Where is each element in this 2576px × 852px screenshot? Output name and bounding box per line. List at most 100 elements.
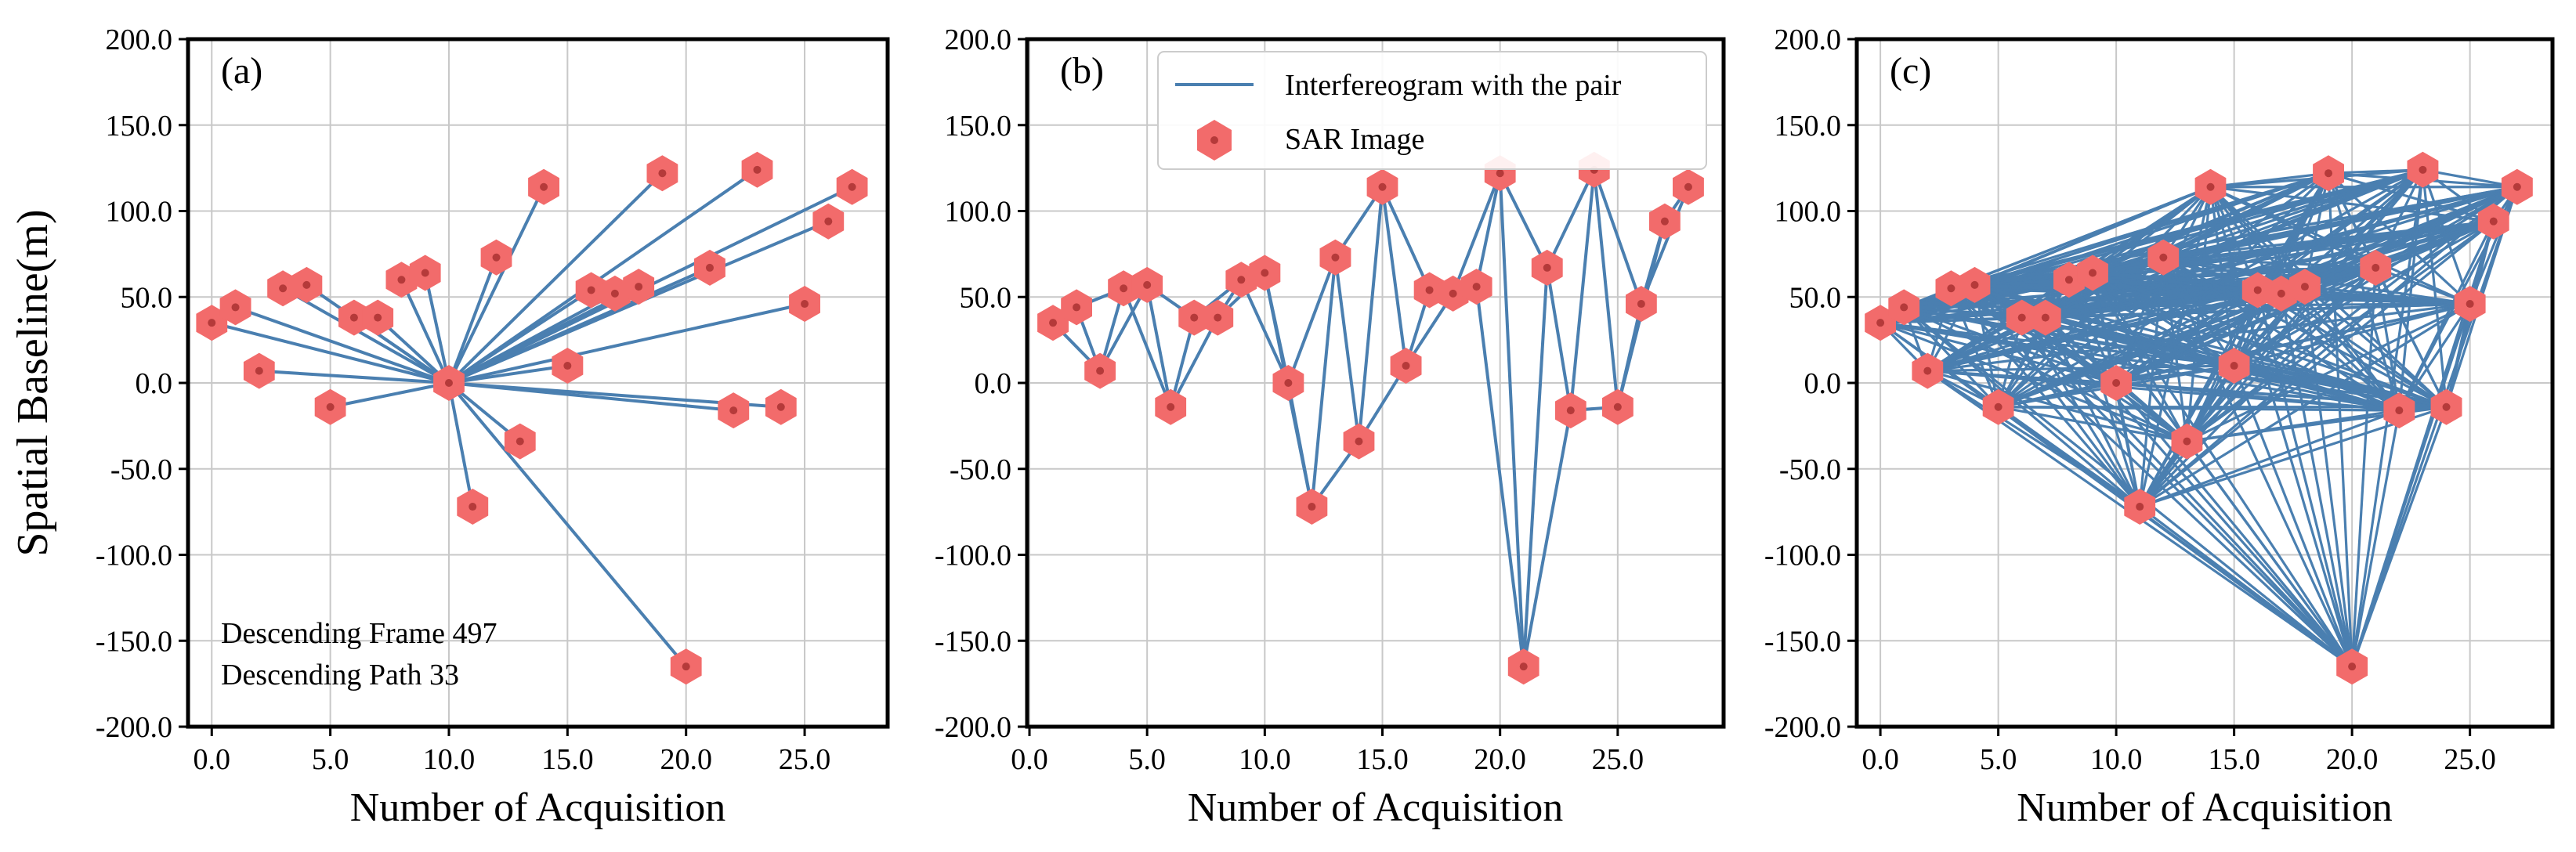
- interferogram-line: [2280, 172, 2330, 294]
- x-axis-label: Number of Acquisition: [350, 785, 726, 830]
- interferogram-line: [2092, 171, 2329, 274]
- x-tick-label: 10.0: [2090, 743, 2143, 776]
- interferogram-line: [447, 171, 664, 384]
- y-tick-label: 50.0: [1789, 281, 1842, 314]
- interferogram-line: [2303, 285, 2448, 408]
- interferogram-line: [1286, 257, 1337, 384]
- interferogram-line: [2421, 169, 2472, 305]
- interferogram-line: [2256, 290, 2353, 667]
- x-tick-label: 0.0: [1861, 743, 1899, 776]
- x-tick-label: 25.0: [2444, 743, 2496, 776]
- interferogram-line: [2186, 302, 2471, 443]
- interferogram-line: [2138, 257, 2165, 507]
- interferogram-line: [2209, 186, 2306, 288]
- sar-image-marker-center: [1566, 406, 1575, 415]
- interferogram-line: [2091, 272, 2353, 668]
- interferogram-line: [423, 273, 450, 384]
- sar-image-marker-center: [2348, 662, 2357, 671]
- sar-image-marker-center: [1167, 403, 1175, 411]
- y-tick-label: -150.0: [96, 625, 172, 658]
- sar-image-marker-center: [635, 283, 643, 291]
- y-tick-label: 200.0: [945, 23, 1012, 56]
- interferogram-line: [2162, 257, 2189, 442]
- sar-image-marker-center: [1308, 503, 1316, 511]
- interferogram-line: [2328, 171, 2495, 223]
- y-tick-label: 50.0: [121, 281, 173, 314]
- sar-image-marker-center: [801, 300, 809, 309]
- x-tick-label: 5.0: [1980, 743, 2017, 776]
- x-tick-label: 0.0: [1011, 743, 1048, 776]
- interferogram-line: [2139, 302, 2471, 508]
- interferogram-line: [2398, 303, 2471, 412]
- sar-image-marker-center: [1261, 269, 1269, 277]
- sar-image-marker-center: [1284, 379, 1293, 387]
- interferogram-line: [330, 381, 450, 409]
- interferogram-line: [2374, 169, 2424, 269]
- sar-image-marker-center: [1449, 289, 1457, 298]
- x-tick-label: 5.0: [312, 743, 349, 776]
- sar-image-marker-center: [610, 289, 619, 298]
- y-tick-label: 0.0: [136, 367, 173, 400]
- interferogram-line: [2303, 286, 2353, 667]
- interferogram-line: [2233, 365, 2353, 667]
- y-tick-label: 150.0: [106, 110, 173, 143]
- annotation-text: Descending Frame 497: [221, 617, 497, 650]
- sar-image-marker-center: [776, 403, 785, 411]
- interferogram-line: [2021, 168, 2423, 320]
- sar-image-marker-center: [1214, 313, 1222, 322]
- sar-image-marker-center: [444, 379, 453, 387]
- sar-image-marker-center: [1331, 253, 1340, 262]
- x-tick-label: 0.0: [194, 743, 231, 776]
- y-tick-label: -150.0: [1764, 625, 1841, 658]
- x-tick-label: 10.0: [423, 743, 476, 776]
- sar-image-marker-center: [753, 165, 762, 174]
- interferogram-line: [2280, 292, 2401, 412]
- x-tick-label: 25.0: [1592, 743, 1644, 776]
- interferogram-line: [2162, 257, 2353, 667]
- sar-image-marker-center: [255, 366, 263, 375]
- x-tick-label: 15.0: [1356, 743, 1409, 776]
- interferogram-line: [1545, 168, 1596, 269]
- sar-image-marker-center: [1096, 366, 1105, 375]
- interferogram-line: [2304, 186, 2518, 288]
- sar-image-marker-center: [2419, 165, 2427, 174]
- sar-image-marker-center: [1190, 313, 1199, 322]
- interferogram-line: [1380, 186, 1408, 366]
- x-axis-label: Number of Acquisition: [1188, 785, 1564, 830]
- sar-image-marker-center: [1923, 366, 1932, 375]
- sar-image-marker-center: [2277, 289, 2285, 298]
- sar-image-marker-center: [1049, 319, 1058, 327]
- interferogram-line: [1122, 287, 1173, 408]
- interferogram-line: [1592, 169, 1619, 407]
- sar-image-marker-center: [2466, 300, 2474, 309]
- interferogram-line: [2350, 186, 2519, 667]
- interferogram-line: [2374, 267, 2401, 411]
- x-tick-label: 10.0: [1239, 743, 1291, 776]
- interferogram-edges: [211, 168, 853, 668]
- sar-image-marker-center: [1994, 403, 2003, 411]
- sar-image-marker-center: [2372, 263, 2380, 272]
- sar-image-marker-center: [848, 182, 856, 191]
- y-tick-label: 0.0: [1804, 367, 1842, 400]
- interferogram-line: [2021, 316, 2141, 507]
- interferogram-line: [2280, 293, 2353, 667]
- interferogram-line: [2303, 168, 2424, 288]
- interferogram-line: [2304, 285, 2470, 305]
- sar-image-marker-center: [540, 182, 548, 191]
- x-tick-label: 20.0: [1474, 743, 1526, 776]
- interferogram-line: [2209, 186, 2353, 667]
- sar-image-marker-center: [2159, 253, 2168, 262]
- interferogram-line: [447, 186, 545, 384]
- sar-image-marker-center: [1425, 286, 1434, 294]
- interferogram-line: [2421, 169, 2448, 407]
- y-tick-label: -100.0: [1764, 540, 1841, 572]
- interferogram-line: [2163, 186, 2518, 259]
- y-tick-label: -200.0: [1764, 711, 1841, 744]
- interferogram-line: [2185, 186, 2212, 442]
- interferogram-line: [1521, 267, 1549, 667]
- interferogram-line: [234, 305, 450, 384]
- sar-image-marker-center: [397, 276, 406, 284]
- sar-image-marker-center: [1402, 362, 1410, 370]
- interferogram-line: [447, 382, 475, 507]
- y-tick-label: 150.0: [945, 110, 1012, 143]
